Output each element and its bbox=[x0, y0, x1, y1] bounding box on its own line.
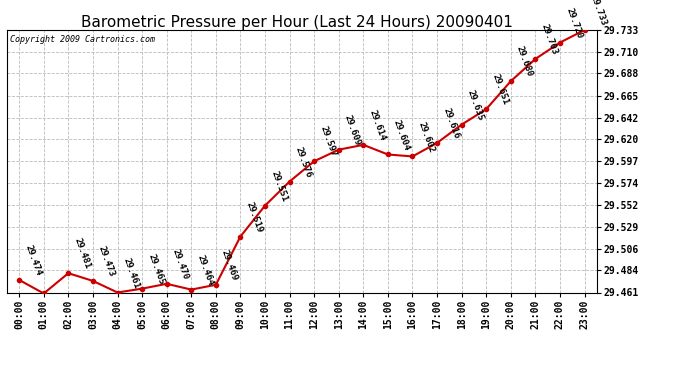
Text: 29.469: 29.469 bbox=[220, 249, 239, 282]
Text: 29.616: 29.616 bbox=[441, 107, 461, 140]
Text: Barometric Pressure per Hour (Last 24 Hours) 20090401: Barometric Pressure per Hour (Last 24 Ho… bbox=[81, 15, 513, 30]
Text: 29.614: 29.614 bbox=[368, 109, 387, 142]
Text: 29.720: 29.720 bbox=[564, 6, 584, 40]
Text: 29.470: 29.470 bbox=[171, 248, 190, 281]
Text: 29.651: 29.651 bbox=[491, 73, 510, 106]
Text: 29.680: 29.680 bbox=[515, 45, 535, 78]
Text: 29.481: 29.481 bbox=[72, 237, 92, 270]
Text: 29.576: 29.576 bbox=[294, 146, 313, 179]
Text: 29.635: 29.635 bbox=[466, 88, 485, 122]
Text: 29.604: 29.604 bbox=[392, 118, 411, 152]
Text: Copyright 2009 Cartronics.com: Copyright 2009 Cartronics.com bbox=[10, 35, 155, 44]
Text: 29.609: 29.609 bbox=[343, 114, 362, 147]
Text: 29.602: 29.602 bbox=[417, 120, 436, 154]
Text: 29.733: 29.733 bbox=[589, 0, 608, 27]
Text: 29.703: 29.703 bbox=[540, 23, 559, 56]
Text: 29.460: 29.460 bbox=[0, 374, 1, 375]
Text: 29.519: 29.519 bbox=[244, 200, 264, 234]
Text: 29.551: 29.551 bbox=[269, 170, 288, 203]
Text: 29.464: 29.464 bbox=[195, 254, 215, 287]
Text: 29.473: 29.473 bbox=[97, 245, 117, 278]
Text: 29.474: 29.474 bbox=[23, 244, 43, 277]
Text: 29.465: 29.465 bbox=[146, 252, 166, 286]
Text: 29.597: 29.597 bbox=[318, 125, 338, 159]
Text: 29.461: 29.461 bbox=[121, 256, 141, 290]
